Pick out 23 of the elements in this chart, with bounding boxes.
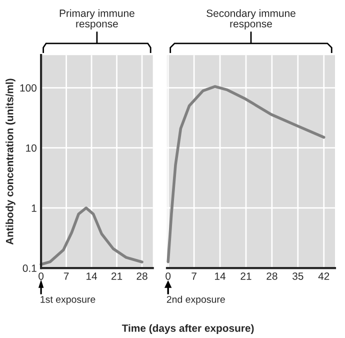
y-tick-label: 10 [26,144,36,152]
x-tick-label: 21 [240,272,252,280]
x-tick-label: 0 [38,272,44,280]
text: 1st exposure [40,296,96,305]
x-tick-label: 28 [266,272,278,280]
chart-title: Secondary immune response [206,9,296,30]
x-tick-label: 21 [112,272,122,280]
y-tick-label: 1 [32,204,36,212]
y-tick-label: 100 [20,84,36,92]
x-tick-label: 42 [318,272,330,280]
y-axis-title: Antibody concentration (units/ml) [6,78,16,245]
chart-title: Primary immune response [60,9,134,30]
line-series [40,206,144,266]
x-tick-label: 0 [166,272,171,280]
text: 2nd exposure [166,296,225,305]
y-tick-label: 0.1 [22,264,36,272]
x-axis-title: Time (days after exposure) [122,324,254,334]
x-tick-label: 14 [215,272,226,280]
x-tick-label: 14 [86,272,98,280]
x-tick-label: 7 [192,272,196,280]
x-tick-label: 35 [292,272,304,280]
x-tick-label: 7 [64,272,69,280]
x-tick-label: 28 [136,272,148,280]
